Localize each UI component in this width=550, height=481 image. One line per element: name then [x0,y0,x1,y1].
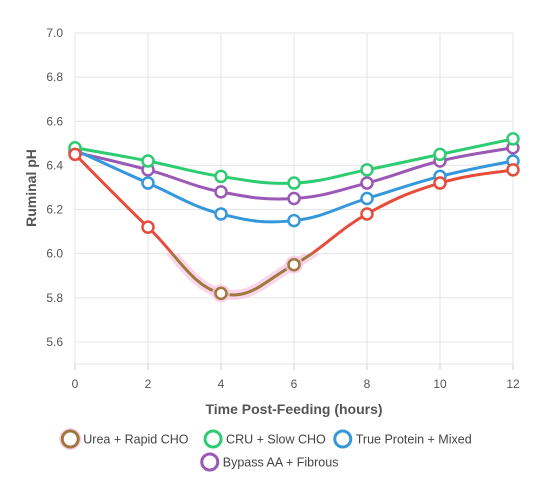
legend-label: CRU + Slow CHO [226,433,326,447]
data-point [360,191,374,206]
data-point [68,147,82,162]
data-point [214,286,228,301]
legend-label: Urea + Rapid CHO [83,433,189,447]
legend-item: True Protein + Mixed [333,429,472,449]
x-tick-label: 8 [364,377,371,391]
data-point [287,257,301,272]
y-tick-label: 5.6 [46,335,63,349]
axis-layer: 5.6 5.8 6.0 6.2 6.4 6.6 6.8 7.0 0 2 4 6 8 10 12 [46,26,520,391]
data-point [360,207,374,221]
data-point [214,185,228,199]
data-point [287,191,301,206]
data-point [506,163,520,177]
legend-marker [333,429,353,449]
x-tick-label: 12 [506,377,520,391]
legend-item: Urea + Rapid CHO [59,428,189,450]
data-point [287,213,301,228]
legend-item: Bypass AA + Fibrous [200,452,339,472]
series-line-below-threshold [170,253,315,297]
y-tick-label: 6.2 [46,203,63,217]
y-tick-label: 5.8 [46,291,63,305]
data-point [360,163,374,177]
x-tick-label: 4 [218,377,225,391]
series-0 [68,147,520,303]
legend-marker [203,429,223,449]
y-tick-label: 7.0 [46,26,63,40]
data-point [141,154,155,168]
x-tick-label: 10 [433,377,447,391]
y-tick-label: 6.6 [46,114,63,128]
data-point [141,176,155,190]
data-point [214,207,228,221]
series-layer [68,132,520,303]
x-tick-label: 6 [291,377,298,391]
legend-label: True Protein + Mixed [356,433,472,447]
legend-label: Bypass AA + Fibrous [223,456,339,470]
x-tick-label: 2 [145,377,152,391]
data-point [433,176,447,190]
data-point [214,169,228,184]
y-axis-title: Ruminal pH [23,149,39,227]
legend: Urea + Rapid CHO CRU + Slow CHO True Prote… [59,428,472,472]
data-point [287,176,301,190]
data-point [433,147,447,162]
y-tick-label: 6.0 [46,247,63,261]
x-tick-label: 0 [72,377,79,391]
x-axis-title: Time Post-Feeding (hours) [205,401,382,417]
data-point [141,220,155,234]
data-point [360,176,374,190]
legend-marker [200,452,220,472]
y-tick-label: 6.8 [46,70,63,84]
y-tick-label: 6.4 [46,158,63,172]
legend-item: CRU + Slow CHO [203,429,326,449]
legend-marker [60,429,80,449]
data-point [506,132,520,146]
